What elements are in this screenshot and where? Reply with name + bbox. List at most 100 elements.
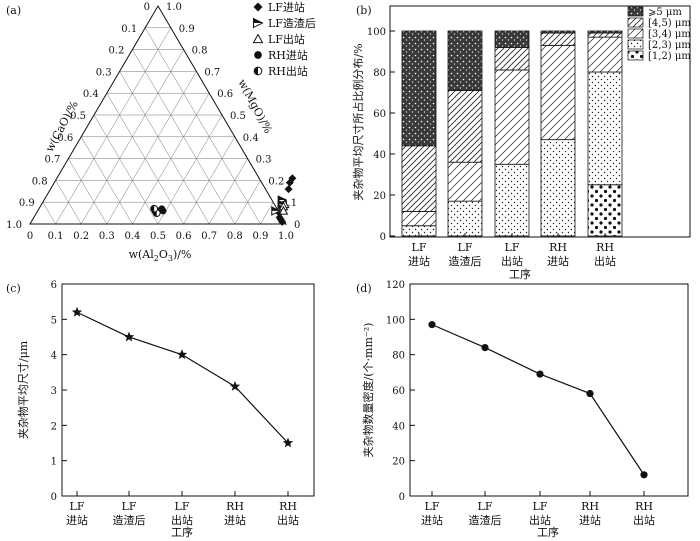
tern-left-tick-7: 0.7 (44, 155, 60, 166)
bar-0-seg-2 (401, 210, 437, 227)
legend-label-4: RH出站 (268, 64, 308, 78)
tern-bottom-tick-6: 0.6 (176, 231, 192, 242)
legend-label-3: RH进站 (268, 48, 308, 62)
legend-marker-3 (254, 51, 262, 59)
c-series-line (76, 311, 289, 444)
d-xtick-bottom-1: 造渣后 (469, 513, 502, 527)
grid-ca-1 (144, 27, 261, 225)
panel-b-legend: ⩾5 μm[4,5) μm[3,4) μm[2,3) μm[1,2) μm (627, 6, 691, 62)
ternary-point-s0-p6 (278, 217, 287, 226)
d-point-2-shape (536, 370, 544, 378)
grid-al-8 (234, 180, 261, 225)
ternary-point-s2-p2-shape (278, 205, 289, 215)
ternary-bottom-axis-label: w(Al2O3)/% (129, 248, 192, 263)
b-xtick-bottom-0: 进站 (408, 254, 430, 268)
grid-ca-3 (119, 71, 210, 225)
panel-d-frame (409, 283, 689, 497)
d-point-1 (481, 344, 489, 352)
bar-4-seg-4 (587, 30, 623, 34)
b-legend-swatch-3 (627, 39, 644, 50)
grid-ca-5 (93, 114, 159, 225)
grid-ca-6 (80, 136, 133, 225)
panel-d-plot (428, 321, 648, 479)
panel-b-tag: (b) (356, 4, 372, 17)
bottom-label-post: )/% (173, 248, 191, 261)
panel-a-ternary: (a) 0 0 0 0.1 0.1 0.1 0.2 0.2 0.2 0.3 0.3 0.3 0.4 0.4… (6, 0, 316, 263)
panel-b-frame (389, 5, 691, 238)
b-xtick-top-3: RH (549, 241, 567, 254)
legend-label-0: LF进站 (268, 0, 305, 14)
panel-c-plot (71, 306, 294, 448)
tern-left-tick-3: 0.3 (96, 67, 112, 78)
grid-ca-8 (55, 180, 82, 225)
tern-bottom-tick-10: 1.0 (278, 231, 294, 242)
b-xtick-top-2: LF (505, 241, 520, 254)
c-ytick-label-3: 3 (51, 386, 57, 397)
legend-marker-4-fill (254, 67, 258, 75)
ternary-point-s1-p0-fill (278, 196, 287, 201)
c-ytick-label-2: 2 (51, 421, 57, 432)
tern-right-tick-2: 0.2 (268, 176, 284, 187)
panel-d-y-ticks: 0 20 40 60 80 100 120 (386, 280, 415, 503)
panel-b-y-label: 夹杂物平均尺寸所占比例分布/% (351, 43, 365, 200)
c-ytick-label-1: 1 (51, 457, 57, 468)
tern-bottom-tick-3: 0.3 (99, 231, 115, 242)
bar-3-seg-4 (540, 30, 576, 34)
tern-left-tick-9: 0.9 (19, 198, 35, 209)
c-point-2-shape (176, 349, 188, 360)
c-ytick-label-4: 4 (51, 351, 57, 362)
b-ytick-label-5: 100 (367, 27, 386, 38)
ternary-points (150, 174, 297, 226)
grid-al-3 (106, 71, 197, 225)
panel-d-x-label: 工序 (537, 525, 559, 539)
b-legend-label-0: ⩾5 μm (648, 7, 682, 18)
bar-3-seg-2 (540, 44, 576, 141)
legend-marker-4 (253, 66, 263, 76)
b-xtick-bottom-1: 造渣后 (449, 254, 482, 268)
panel-c-frame (61, 283, 315, 497)
tern-left-tick-0: 0 (144, 2, 150, 13)
d-ytick-label-4: 80 (392, 351, 405, 362)
tern-bottom-tick-8: 0.8 (227, 231, 243, 242)
d-point-0 (428, 321, 436, 329)
legend-marker-1-fill (253, 18, 263, 23)
panel-d-tag: (d) (356, 282, 372, 295)
d-point-4 (640, 471, 648, 479)
panel-b-y-ticks: 0 20 40 60 80 100 (367, 27, 395, 243)
ternary-gridlines (42, 27, 274, 225)
tern-bottom-tick-4: 0.4 (124, 231, 140, 242)
c-xtick-top-3: RH (226, 500, 244, 513)
c-point-0-shape (71, 306, 83, 317)
b-legend-label-3: [2,3) μm (648, 40, 691, 51)
c-xtick-top-2: LF (175, 500, 190, 513)
c-xtick-bottom-0: 进站 (66, 513, 88, 527)
d-point-4-shape (640, 471, 648, 479)
c-ytick-label-6: 6 (51, 280, 57, 291)
d-point-2 (536, 370, 544, 378)
grid-ca-9 (42, 202, 56, 225)
ternary-point-s0-p2-shape (284, 185, 293, 194)
ternary-point-s0-p2 (284, 185, 293, 194)
d-ytick-label-5: 100 (386, 315, 405, 326)
d-xtick-top-1: LF (478, 500, 493, 513)
ternary-point-s0-p1-shape (285, 178, 294, 187)
c-point-4-shape (282, 437, 294, 448)
b-xtick-top-4: RH (596, 241, 614, 254)
b-legend-swatch-0 (627, 6, 644, 17)
b-legend-label-1: [4,5) μm (648, 18, 691, 29)
panel-c-y-ticks: 0 1 2 3 4 5 6 (51, 280, 67, 503)
bottom-label-pre: w(Al (129, 248, 155, 261)
d-point-3-shape (586, 389, 594, 398)
d-point-1-shape (481, 344, 489, 352)
c-point-1-shape (123, 331, 135, 342)
tern-right-tick-0: 0 (294, 220, 300, 231)
tern-right-tick-4: 0.4 (243, 133, 259, 144)
grid-ca-7 (68, 158, 108, 225)
ternary-frame (29, 5, 287, 225)
d-point-3 (586, 389, 594, 398)
ternary-left-axis-label: w(CaO)/% (43, 99, 81, 155)
